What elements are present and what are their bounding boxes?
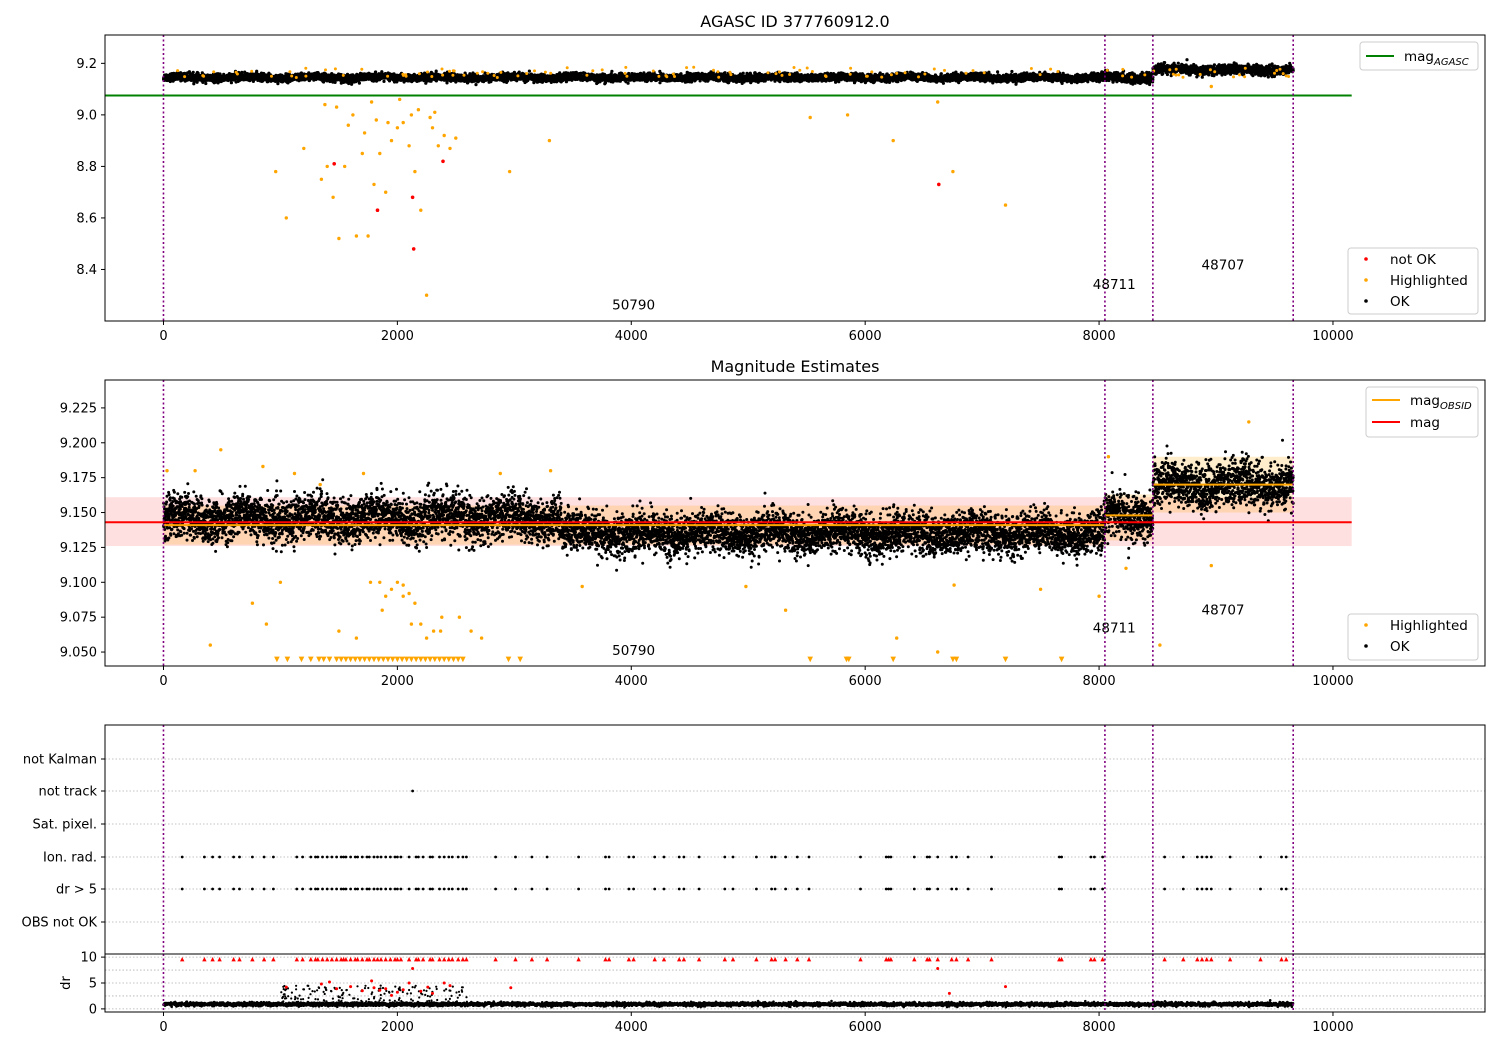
ok-point [741,71,745,75]
ok-point [195,80,199,84]
ok-point [240,70,244,74]
ok-point [374,70,378,74]
ok-point [255,69,259,73]
ok-point [658,81,662,85]
ok-point [527,69,532,73]
ok-point [434,69,438,73]
ok-point [382,79,386,83]
chart-title: AGASC ID 377760912.0 [700,12,889,31]
ok-point [474,83,478,87]
ok-point [229,81,233,85]
ok-point [626,81,630,85]
ok-point [610,69,614,73]
ok-point [191,70,195,74]
ok-point [204,81,208,86]
ok-point [357,81,361,85]
